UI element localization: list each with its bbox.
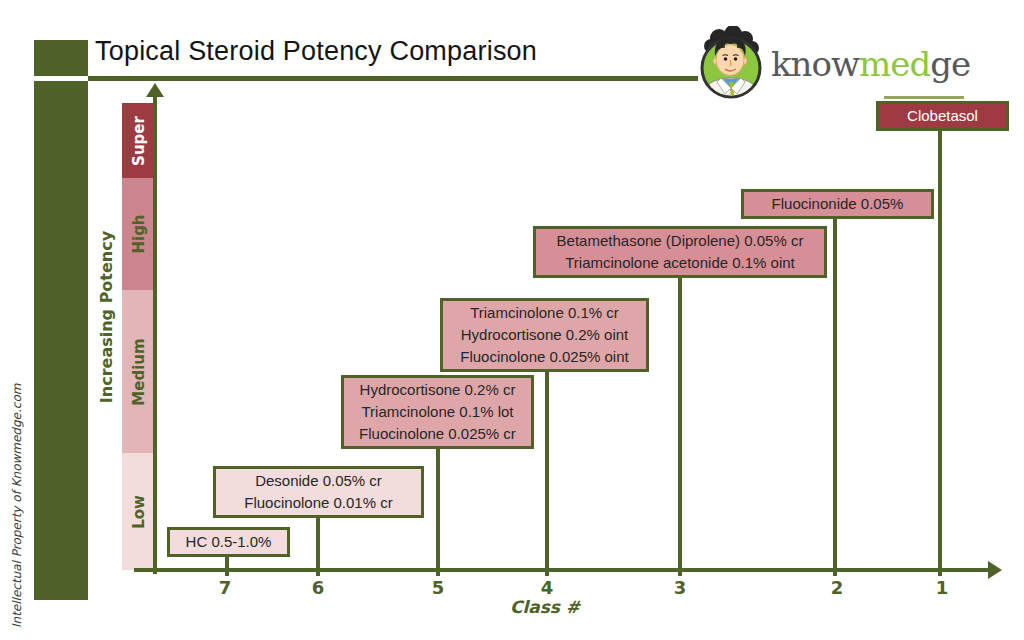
stem-class-1	[938, 131, 942, 576]
drug-label-line: Fluocinolone 0.01% cr	[220, 492, 417, 514]
drug-label-line: Hydrocortisone 0.2% oint	[447, 324, 642, 346]
drug-label-box-class-3: Betamethasone (Diprolene) 0.05% cr Triam…	[533, 226, 827, 278]
page-title: Topical Steroid Potency Comparison	[95, 36, 537, 67]
logo-med: med	[859, 44, 930, 84]
drug-label-box-class-1: Clobetasol	[876, 101, 1009, 131]
drug-label-box-class-2: Fluocinonide 0.05%	[741, 189, 934, 219]
logo-underline	[884, 96, 964, 99]
x-tick-7: 7	[210, 577, 240, 598]
drug-label-line: Triamcinolone 0.1% cr	[447, 302, 642, 324]
accent-square	[34, 40, 88, 76]
drug-label-line: Triamcinolone 0.1% lot	[348, 401, 527, 423]
drug-label-line: Desonide 0.05% cr	[220, 470, 417, 492]
drug-label-box-class-5: Hydrocortisone 0.2% cr Triamcinolone 0.1…	[341, 375, 534, 449]
drug-label-box-class-6: Desonide 0.05% cr Fluocinolone 0.01% cr	[213, 466, 424, 518]
knowmedge-mascot-icon	[697, 26, 767, 104]
drug-label-line: Hydrocortisone 0.2% cr	[348, 379, 527, 401]
y-axis-line	[153, 96, 157, 574]
drug-label-line: Clobetasol	[883, 105, 1002, 127]
x-tick-3: 3	[665, 577, 695, 598]
band-label-medium: Medium	[130, 338, 148, 405]
drug-label-line: Fluocinonide 0.05%	[748, 193, 927, 215]
drug-label-line: HC 0.5-1.0%	[174, 531, 283, 553]
band-label-super: Super	[130, 116, 148, 166]
x-tick-4: 4	[532, 577, 562, 598]
x-axis-arrowhead-icon	[988, 561, 1002, 579]
x-tick-5: 5	[423, 577, 453, 598]
x-tick-2: 2	[822, 577, 852, 598]
potency-band-high: High	[122, 178, 155, 290]
drug-label-line: Betamethasone (Diprolene) 0.05% cr	[540, 230, 820, 252]
logo-wordmark: knowmedge	[771, 44, 970, 84]
title-underline	[88, 76, 698, 81]
drug-label-box-class-7: HC 0.5-1.0%	[167, 527, 290, 557]
stem-class-5	[436, 449, 440, 576]
y-axis-label: Increasing Potency	[97, 202, 117, 432]
stem-class-3	[678, 278, 682, 576]
potency-band-medium: Medium	[122, 290, 155, 453]
potency-band-super: Super	[122, 103, 155, 178]
logo-ge: ge	[930, 44, 970, 84]
drug-label-box-class-4: Triamcinolone 0.1% cr Hydrocortisone 0.2…	[440, 298, 649, 372]
side-bar	[34, 81, 88, 600]
drug-label-line: Triamcinolone acetonide 0.1% oint	[540, 252, 820, 274]
x-tick-1: 1	[927, 577, 957, 598]
drug-label-line: Fluocinolone 0.025% cr	[348, 423, 527, 445]
x-tick-6: 6	[303, 577, 333, 598]
infographic-canvas: Intellectual Property of Knowmedge.com T…	[0, 0, 1024, 640]
logo-know: know	[771, 44, 859, 84]
stem-class-7	[225, 557, 229, 576]
x-axis-label: Class #	[485, 597, 605, 617]
drug-label-line: Fluocinolone 0.025% oint	[447, 346, 642, 368]
y-axis-arrowhead-icon	[146, 83, 164, 97]
potency-band-low: Low	[122, 453, 155, 570]
stem-class-2	[833, 219, 837, 576]
watermark-text: Intellectual Property of Knowmedge.com	[10, 338, 26, 628]
x-axis-line	[134, 568, 992, 572]
stem-class-6	[316, 518, 320, 576]
stem-class-4	[545, 372, 549, 576]
band-label-high: High	[130, 214, 148, 253]
band-label-low: Low	[130, 495, 148, 529]
